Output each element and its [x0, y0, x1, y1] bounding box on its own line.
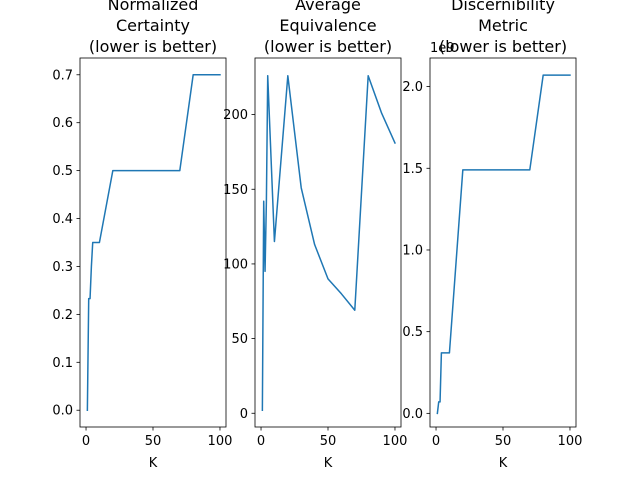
y-tick-label: 0	[240, 407, 248, 422]
series-line-1	[436, 74, 571, 415]
y-tick-label: 0.3	[52, 260, 73, 275]
y-tick-label: 150	[223, 183, 248, 198]
y-tick-label: 200	[223, 108, 248, 123]
axes-frame	[429, 57, 577, 428]
x-tick-label: 0	[432, 434, 440, 449]
y-tick-label: 50	[231, 332, 248, 347]
series-line-1	[261, 75, 396, 412]
y-tick-label: 1.0	[402, 243, 423, 258]
y-offset-text: 1e9	[430, 41, 455, 56]
chart-title-line: Normalized	[108, 0, 199, 14]
y-tick-label: 2.0	[402, 80, 423, 95]
chart-title-line: Discernibility	[451, 0, 555, 14]
subplot-2: 0 50 100 0 50 100 150 200 K Average Equivalence (lo…	[223, 0, 407, 471]
axes-frame	[79, 57, 227, 428]
chart-title-line: Certainty	[116, 16, 190, 35]
y-tick-label: 100	[223, 257, 248, 272]
y-tick-label: 0.2	[52, 308, 73, 323]
x-tick-label: 0	[82, 434, 90, 449]
series-line-1	[86, 74, 221, 411]
x-axis-label: K	[324, 456, 333, 471]
chart-title-line: (lower is better)	[89, 37, 217, 56]
chart-title-line: (lower is better)	[439, 37, 567, 56]
x-tick-label: 50	[495, 434, 512, 449]
chart-title-line: Average	[295, 0, 361, 14]
chart-title-line: Metric	[478, 16, 528, 35]
y-tick-label: 0.7	[52, 68, 73, 83]
y-tick-label: 0.5	[52, 164, 73, 179]
chart-title-line: Equivalence	[279, 16, 376, 35]
y-tick-label: 0.4	[52, 212, 73, 227]
axes-frame	[254, 57, 402, 428]
x-tick-label: 50	[145, 434, 162, 449]
x-tick-label: 50	[320, 434, 337, 449]
x-axis-label: K	[499, 456, 508, 471]
y-tick-label: 1.5	[402, 162, 423, 177]
x-tick-label: 100	[208, 434, 233, 449]
y-tick-label: 0.6	[52, 116, 73, 131]
y-tick-label: 0.1	[52, 356, 73, 371]
y-tick-label: 0.5	[402, 325, 423, 340]
x-tick-label: 100	[383, 434, 408, 449]
x-axis-label: K	[149, 456, 158, 471]
y-tick-label: 0.0	[52, 404, 73, 419]
subplot-3: 0 50 100 0.0 0.5 1.0 1.5 2.0 K Discernibility Metr…	[402, 0, 582, 471]
x-tick-label: 100	[558, 434, 583, 449]
subplot-1: 0 50 100 0.0 0.1 0.2 0.3 0.4 0.5 0.6 0.7 K Normalize…	[52, 0, 232, 471]
chart-title-line: (lower is better)	[264, 37, 392, 56]
y-tick-label: 0.0	[402, 407, 423, 422]
x-tick-label: 0	[257, 434, 265, 449]
